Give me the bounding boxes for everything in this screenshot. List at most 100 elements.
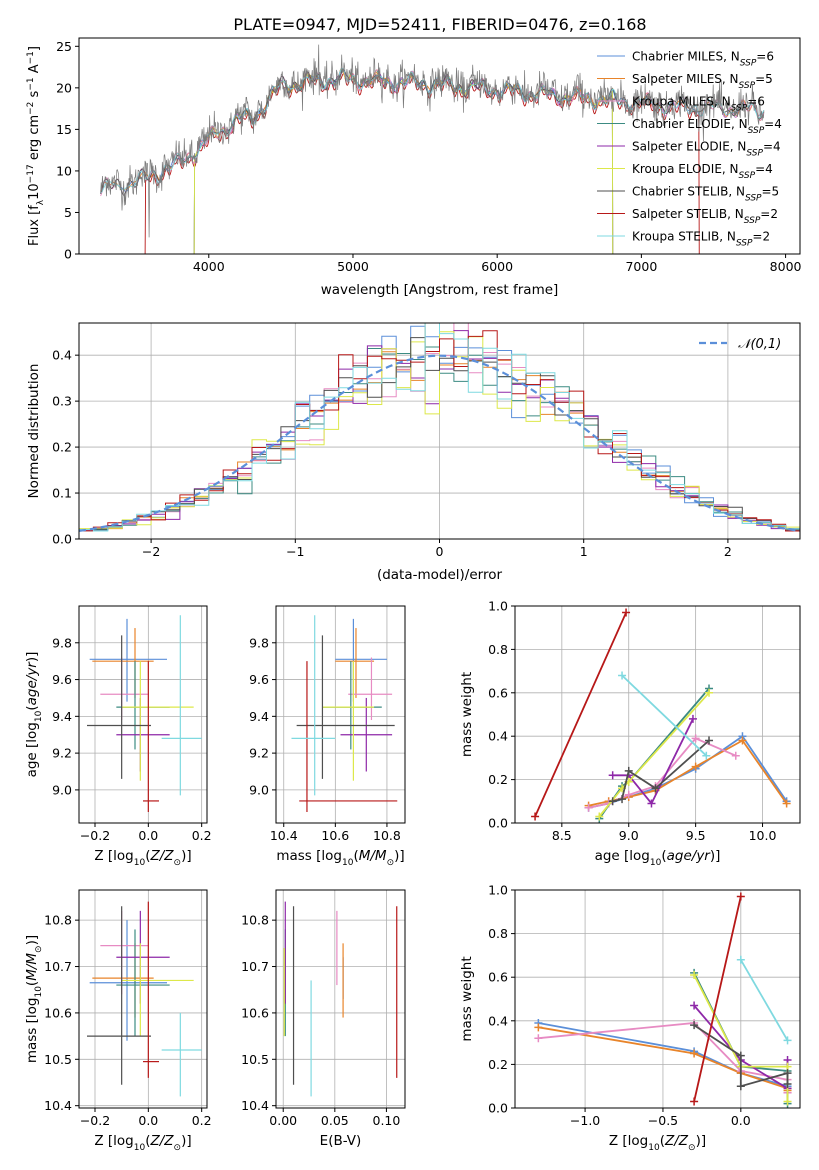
weight-point bbox=[691, 734, 700, 743]
y-axis-label-part: −17 bbox=[26, 164, 36, 183]
x-tick-label: 2 bbox=[724, 544, 732, 559]
x-axis-label-part: ( bbox=[353, 848, 358, 864]
x-axis-label-part: )] bbox=[710, 848, 721, 864]
weight-line bbox=[588, 737, 737, 809]
x-axis-label-part: mass [ bbox=[276, 848, 321, 864]
y-tick-label: 0.3 bbox=[52, 394, 72, 409]
weight-point bbox=[624, 790, 633, 799]
x-tick-label: −0.2 bbox=[80, 1113, 110, 1128]
legend-label-part: Chabrier STELIB, N bbox=[632, 185, 745, 199]
histogram-line bbox=[79, 330, 800, 533]
axes-age_vs_mass: 10.4 10.6 10.8 9.0 9.2 9.4 9.6 9.8 mass [log10(M… bbox=[249, 605, 406, 868]
y-axis-label: mass weight bbox=[459, 956, 475, 1041]
weight-lines bbox=[531, 608, 791, 823]
weight-point bbox=[705, 688, 714, 697]
legend-label-part: =2 bbox=[752, 230, 770, 244]
x-tick-label: 8.5 bbox=[552, 828, 572, 843]
axes-residuals: −2 −1 0 1 2 0.0 0.1 0.2 0.3 0.4 𝒩(0,1) (data-model)… bbox=[26, 322, 801, 583]
axes-frame bbox=[514, 889, 801, 1109]
y-tick-label: 0.0 bbox=[488, 816, 508, 831]
y-axis-label: Normed distribution bbox=[26, 364, 42, 499]
y-tick-label: 10 bbox=[56, 163, 72, 178]
legend-label-part: Kroupa STELIB, N bbox=[632, 230, 736, 244]
y-tick-label: 9.0 bbox=[249, 782, 269, 797]
error-bars bbox=[283, 901, 398, 1097]
axes-frame bbox=[275, 889, 406, 1109]
weight-point bbox=[736, 1051, 745, 1060]
error-bars bbox=[87, 901, 202, 1097]
weight-point bbox=[622, 608, 631, 617]
y-tick-label: 1.0 bbox=[488, 883, 508, 898]
y-axis-label-part: −1 bbox=[26, 77, 36, 90]
x-tick-label: 6000 bbox=[481, 259, 513, 274]
x-axis-label-part: Z/Z bbox=[150, 1133, 175, 1149]
error-bars bbox=[291, 615, 398, 812]
legend-label-part: SSP bbox=[740, 59, 757, 69]
y-tick-label: 10.4 bbox=[44, 1098, 72, 1113]
axes-mass_weight_vs_age: 8.5 9.0 9.5 10.0 0.0 0.2 0.4 0.6 0.8 1.0 age [log1… bbox=[459, 599, 801, 868]
y-tick-label: 0.6 bbox=[488, 970, 508, 985]
y-tick-label: 0.4 bbox=[488, 729, 508, 744]
x-axis-label-part: 10 bbox=[134, 858, 146, 868]
y-axis-label: mass weight bbox=[459, 672, 475, 757]
weight-point bbox=[702, 751, 711, 760]
y-axis-label-part: 10 bbox=[27, 183, 42, 200]
y-tick-label: 25 bbox=[56, 39, 72, 54]
x-tick-label: 10.8 bbox=[373, 828, 401, 843]
x-axis-label-part: ⊙ bbox=[387, 858, 395, 868]
x-tick-label: −2 bbox=[142, 544, 160, 559]
legend-label: Kroupa STELIB, NSSP=2 bbox=[632, 230, 770, 249]
y-axis-label-part: −2 bbox=[26, 102, 36, 115]
legend-label-part: SSP bbox=[739, 81, 756, 91]
weight-point bbox=[690, 1097, 699, 1106]
x-axis-label-part: 10 bbox=[648, 1143, 660, 1153]
weight-point bbox=[783, 1097, 792, 1106]
x-tick-label: −0.2 bbox=[80, 828, 110, 843]
y-tick-label: 10.8 bbox=[241, 913, 269, 928]
weight-point bbox=[690, 1049, 699, 1058]
y-tick-label: 0.4 bbox=[488, 1013, 508, 1028]
x-axis-label-part: ⊙ bbox=[174, 1143, 182, 1153]
legend-label-part: SSP bbox=[731, 104, 748, 114]
x-axis-label-part: Z/Z bbox=[664, 1133, 689, 1149]
y-axis-label-part: s bbox=[27, 90, 42, 101]
legend-label: Chabrier STELIB, NSSP=5 bbox=[632, 185, 779, 204]
y-tick-label: 5 bbox=[64, 205, 72, 220]
weight-point bbox=[783, 1080, 792, 1089]
y-tick-label: 10.5 bbox=[241, 1052, 269, 1067]
x-tick-label: 10.6 bbox=[321, 828, 349, 843]
weight-point bbox=[705, 736, 714, 745]
histograms bbox=[79, 323, 800, 534]
axes-mass_weight_vs_Z: −1.0 −0.5 0.0 0.0 0.2 0.4 0.6 0.8 1.0 Z [log10(Z/… bbox=[459, 883, 801, 1153]
y-axis-label-part: ] bbox=[27, 46, 42, 51]
x-tick-label: −1.0 bbox=[570, 1113, 600, 1128]
weight-point bbox=[783, 1036, 792, 1045]
x-axis-label: age [log10(age/yr)] bbox=[595, 848, 721, 868]
y-axis-label-part: erg cm bbox=[27, 115, 42, 164]
axes-frame bbox=[78, 889, 208, 1109]
x-axis-label-part: log bbox=[629, 848, 650, 864]
x-tick-label: 9.5 bbox=[686, 828, 706, 843]
weight-point bbox=[651, 784, 660, 793]
x-tick-label: 1 bbox=[580, 544, 588, 559]
legend-label: Salpeter ELODIE, NSSP=4 bbox=[632, 140, 781, 159]
x-tick-label: 0.10 bbox=[373, 1113, 401, 1128]
y-tick-label: 10.5 bbox=[44, 1052, 72, 1067]
weight-lines bbox=[534, 892, 792, 1108]
weight-point bbox=[690, 1001, 699, 1010]
axes-frame bbox=[78, 37, 801, 255]
y-tick-label: 0 bbox=[64, 247, 72, 262]
x-axis-label-part: ( bbox=[145, 1133, 150, 1149]
y-tick-label: 0.6 bbox=[488, 685, 508, 700]
x-tick-label: 0.0 bbox=[731, 1113, 751, 1128]
normal-curve bbox=[78, 354, 801, 532]
x-tick-label: 10.4 bbox=[270, 828, 298, 843]
data-spectrum-line bbox=[100, 44, 765, 238]
weight-point bbox=[584, 803, 593, 812]
x-tick-label: 0.0 bbox=[138, 828, 158, 843]
weight-point bbox=[690, 1021, 699, 1030]
legend-label-part: =4 bbox=[755, 162, 773, 176]
histogram-line bbox=[79, 323, 800, 534]
spectrum-lines bbox=[100, 44, 765, 254]
x-axis-label-part: log bbox=[113, 848, 134, 864]
